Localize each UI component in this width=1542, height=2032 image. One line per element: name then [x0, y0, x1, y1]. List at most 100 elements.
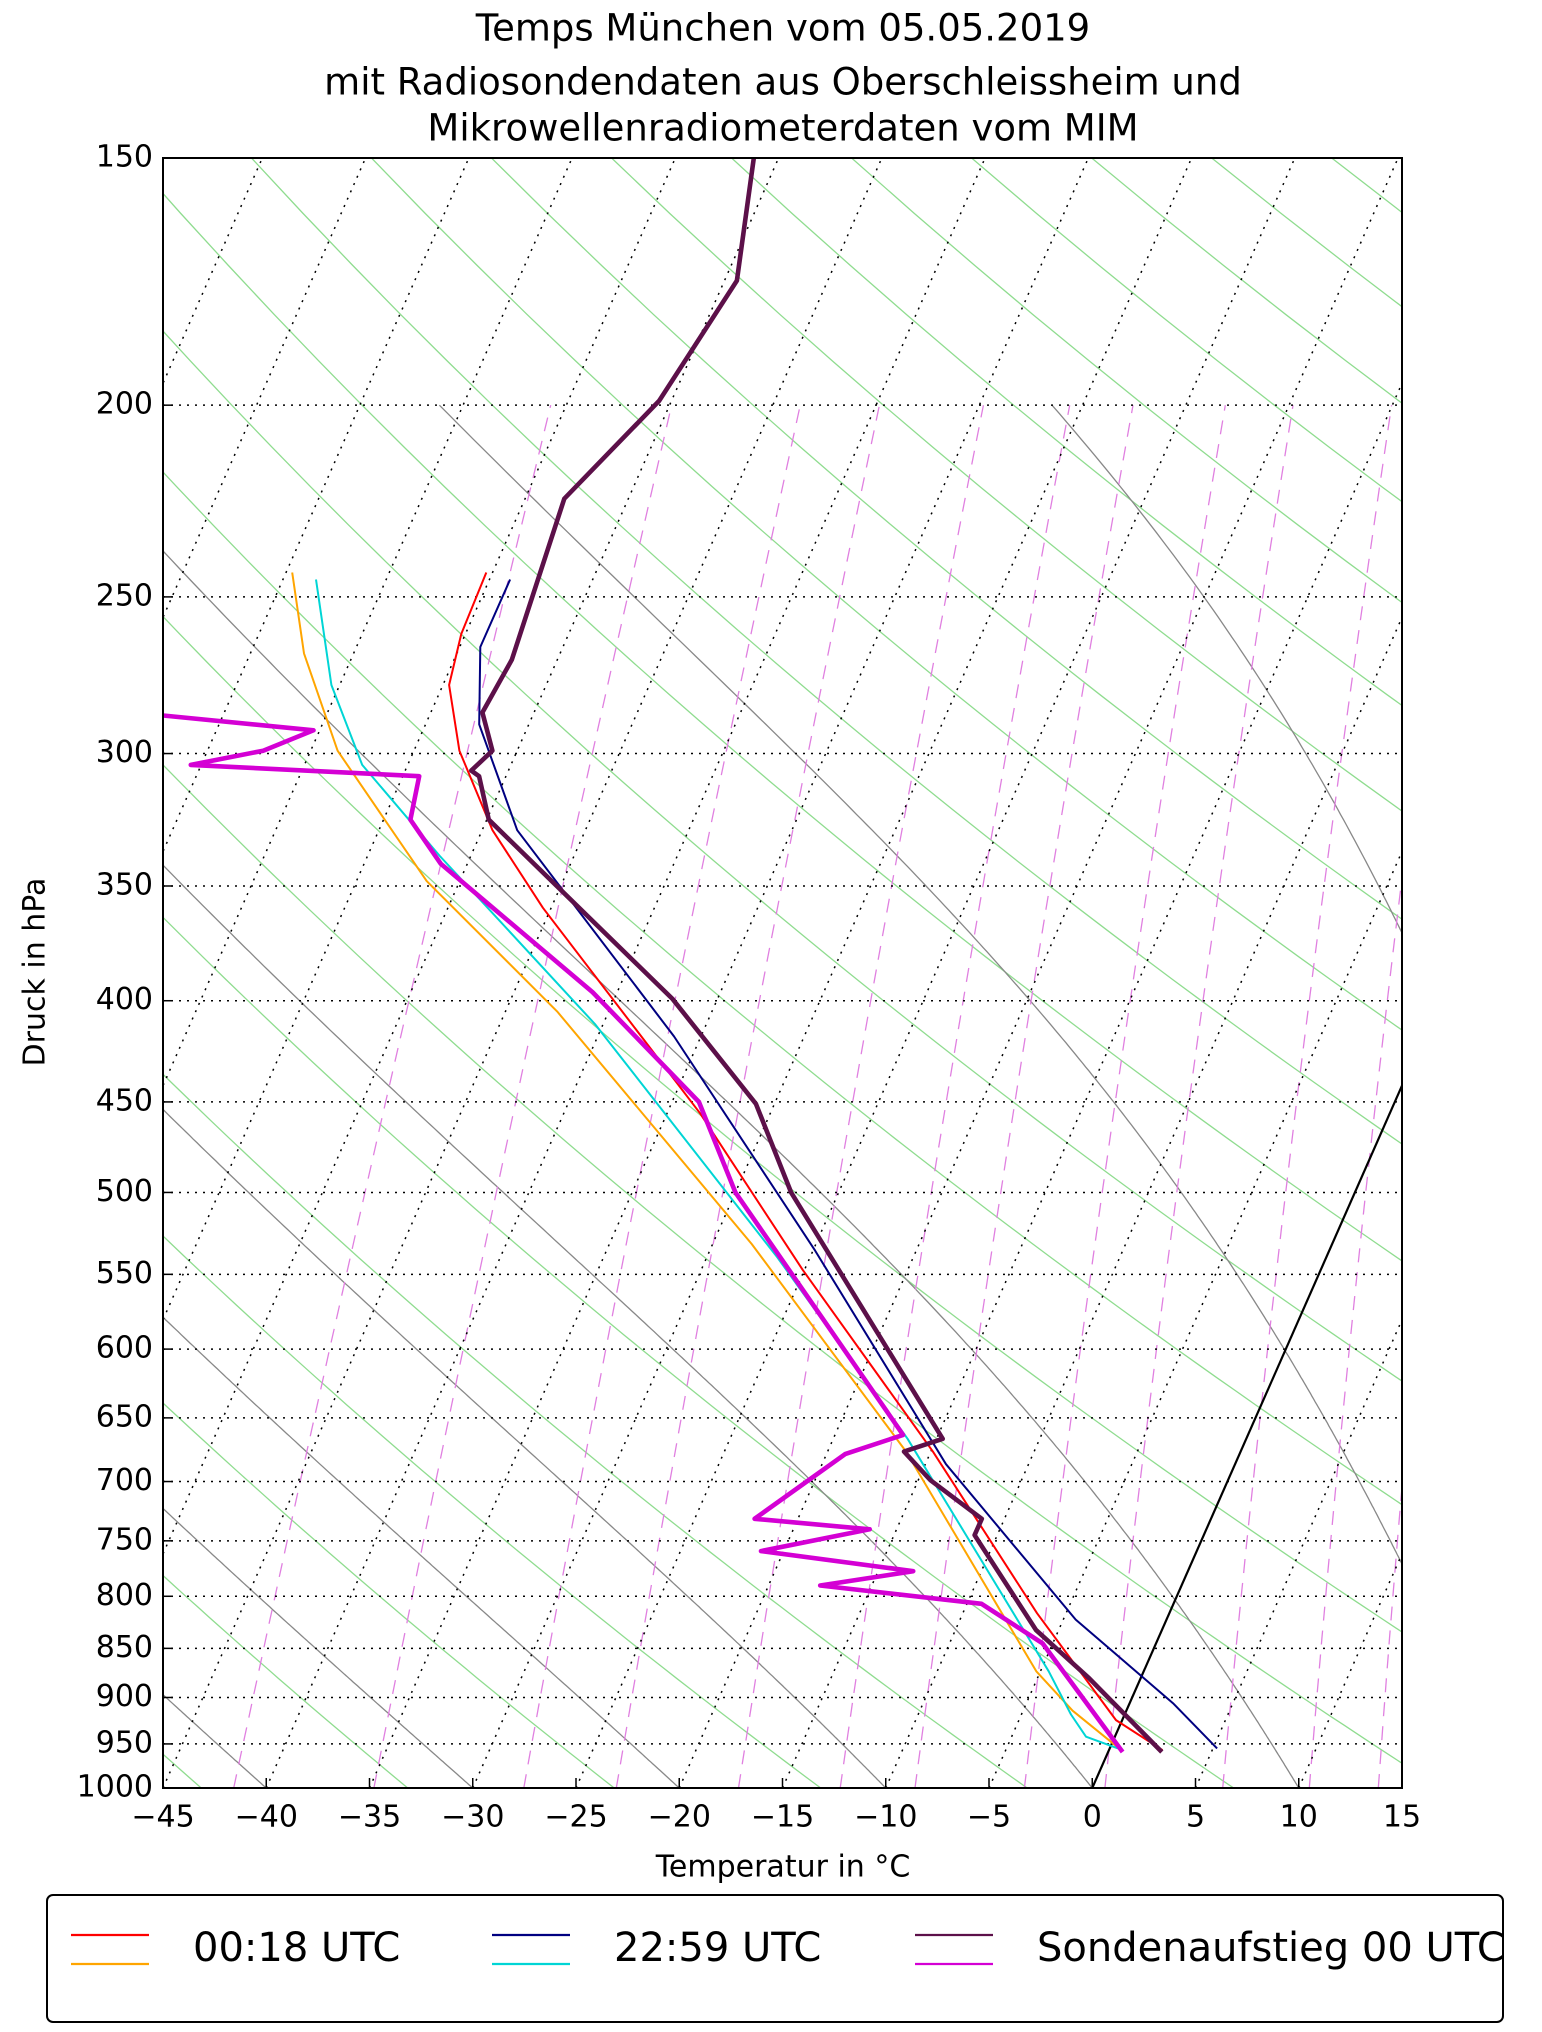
grid-line [781, 381, 1402, 1788]
dry-adiabat [371, 158, 1402, 1031]
grid [163, 158, 1402, 1788]
dry-adiabat [851, 158, 1402, 604]
isotherm [163, 158, 470, 854]
dry-adiabat [611, 158, 1402, 812]
mixing-ratio-line [737, 405, 985, 1788]
x-tick-label: 5 [1186, 1800, 1205, 1835]
grid-line [575, 158, 1296, 1788]
y-tick-label: 600 [96, 1331, 153, 1366]
mixing-ratio-line [914, 405, 1134, 1788]
y-tick-label: 450 [96, 1083, 153, 1118]
y-tick-label: 900 [96, 1679, 153, 1714]
x-tick-label: −5 [967, 1800, 1011, 1835]
y-tick-label: 300 [96, 735, 153, 770]
dry-adiabat [163, 916, 1235, 1788]
y-tick-label: 850 [96, 1630, 153, 1665]
mixing-ratio-line [1436, 405, 1542, 1788]
x-tick-label: 0 [1083, 1800, 1102, 1835]
legend-label: 00:18 UTC [193, 1925, 400, 1971]
dewpoint-profile [163, 713, 1125, 1754]
moist-adiabat [1051, 404, 1402, 935]
legend-box [46, 1894, 1504, 2023]
y-tick-label: 650 [96, 1399, 153, 1434]
y-tick-label: 400 [96, 982, 153, 1017]
dry-adiabat [163, 1574, 409, 1788]
dry-adiabat [163, 1235, 822, 1788]
dewpoint-profile [291, 572, 1122, 1751]
plot-frame [162, 157, 1403, 1789]
mixing-ratio-line [373, 405, 673, 1788]
moist-adiabat [163, 1108, 887, 1788]
grid-line [1401, 1786, 1402, 1788]
dry-adiabat [163, 615, 1402, 1633]
thermo-background [163, 158, 1542, 1788]
mixing-ratio-line [523, 405, 801, 1788]
x-tick-label: −20 [648, 1800, 711, 1835]
dry-adiabat [163, 1402, 615, 1788]
mixing-ratio-line [839, 405, 1071, 1788]
dry-adiabat [731, 158, 1402, 707]
x-tick-label: −30 [441, 1800, 504, 1835]
legend: 00:18 UTC 22:59 UTC Sondenaufstieg 00 UTC [71, 1925, 1505, 1971]
x-tick-label: −25 [544, 1800, 607, 1835]
mixing-ratio-line [1529, 405, 1542, 1788]
temperature-profile [478, 579, 1218, 1750]
isotherm [163, 158, 780, 1556]
y-tick-label: 1000 [77, 1770, 153, 1805]
dry-adiabat [971, 158, 1402, 503]
temperature-profile [448, 572, 1164, 1752]
profiles [163, 158, 1218, 1754]
x-tick-label: 15 [1383, 1800, 1421, 1835]
y-tick-label: 200 [96, 387, 153, 422]
dry-adiabat [1452, 158, 1542, 1788]
dry-adiabat [1091, 158, 1402, 404]
chart-title: Temps München vom 05.05.2019 [475, 7, 1090, 50]
axes: −45 −40 −35 −30 −25 −20 −15 −10 −5 0 5 10 15 150 200 25… [77, 140, 1421, 1835]
moist-adiabat [438, 404, 1402, 1566]
temperature-profile [468, 158, 1164, 1754]
zero-isotherm [1091, 1082, 1402, 1788]
dry-adiabat [163, 1073, 1028, 1788]
grid-line [885, 615, 1402, 1788]
moist-adiabat [163, 864, 1093, 1788]
x-tick-label: −10 [854, 1800, 917, 1835]
isotherm [163, 158, 367, 620]
x-tick-label: −35 [338, 1800, 401, 1835]
grid-line [368, 158, 1090, 1788]
y-tick-label: 250 [96, 578, 153, 613]
dry-adiabat [491, 158, 1402, 921]
dry-adiabat [1211, 158, 1402, 308]
dry-adiabat [1331, 158, 1402, 214]
x-tick-label: −15 [751, 1800, 814, 1835]
grid-line [163, 158, 883, 1788]
mixing-ratio-line [1308, 872, 1402, 1788]
mixing-ratio-line [1222, 405, 1393, 1788]
mixing-ratio-line [1377, 1479, 1402, 1788]
x-tick-label: −45 [131, 1800, 194, 1835]
dry-adiabat [251, 158, 1402, 1145]
mixing-ratio-line [615, 405, 881, 1788]
x-tick-label: −40 [235, 1800, 298, 1835]
mixing-ratio-line [233, 405, 552, 1788]
y-tick-label: 800 [96, 1578, 153, 1613]
legend-label: 22:59 UTC [614, 1925, 821, 1971]
x-tick-label: 10 [1280, 1800, 1318, 1835]
dry-adiabat [163, 471, 1402, 1506]
y-tick-label: 700 [96, 1463, 153, 1498]
dry-adiabat [163, 763, 1402, 1764]
grid-line [1298, 1552, 1402, 1788]
dewpoint-profile [315, 579, 1119, 1750]
moist-adiabat [163, 1507, 474, 1788]
grid-line [988, 849, 1402, 1788]
y-axis-label: Druck in hPa [18, 878, 53, 1067]
y-tick-label: 550 [96, 1256, 153, 1291]
grid-line [1194, 1317, 1402, 1788]
grid-line [1091, 1083, 1402, 1788]
grid-line [472, 158, 1193, 1788]
y-tick-label: 750 [96, 1522, 153, 1557]
dry-adiabat [163, 192, 1402, 1262]
mixing-ratio-line [1023, 405, 1226, 1788]
y-tick-label: 150 [96, 140, 153, 175]
legend-label: Sondenaufstieg 00 UTC [1037, 1925, 1505, 1971]
